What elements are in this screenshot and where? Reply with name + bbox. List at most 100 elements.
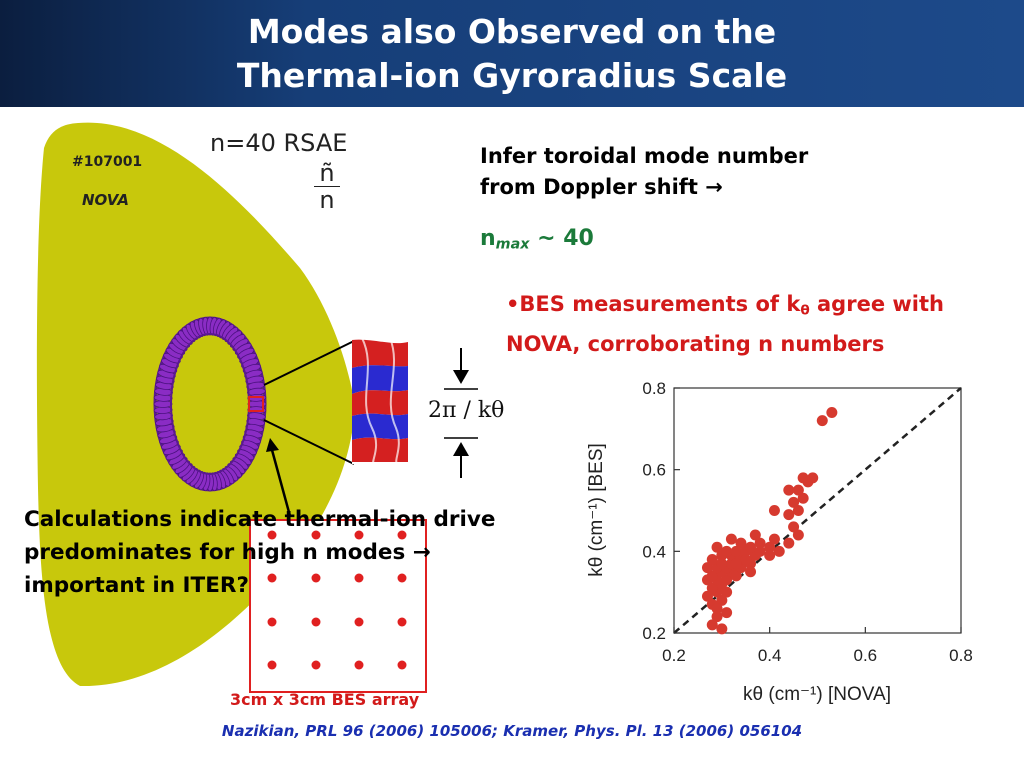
data-point [783, 537, 795, 549]
slide-title: Modes also Observed on the Thermal-ion G… [0, 10, 1024, 98]
citation: Nazikian, PRL 96 (2006) 105006; Kramer, … [221, 722, 803, 740]
data-point [706, 619, 718, 631]
bes-array-caption: 3cm x 3cm BES array [230, 690, 420, 709]
data-point [773, 545, 785, 557]
right-arrow-icon: → [412, 540, 431, 565]
data-point [721, 545, 733, 557]
data-point [768, 533, 780, 545]
infer-text: Infer toroidal mode number from Doppler … [480, 141, 808, 203]
data-point [783, 509, 795, 521]
y-tick-label: 0.2 [642, 624, 666, 643]
data-point [807, 472, 819, 484]
bes-agreement-text: •BES measurements of kθ agree with NOVA,… [506, 287, 944, 361]
data-point [740, 554, 752, 565]
data-point [764, 541, 776, 553]
data-point [716, 623, 728, 635]
data-point [716, 594, 728, 606]
zoom-line-bottom [263, 419, 355, 465]
rsae-mode-ring [153, 316, 267, 492]
data-point [706, 554, 718, 565]
data-point [721, 607, 733, 619]
data-point [788, 496, 800, 508]
data-point [797, 492, 809, 504]
calc-line-1: Calculations indicate thermal-ion drive [24, 507, 496, 532]
y-axis-label: kθ (cm⁻¹) [BES] [586, 443, 607, 577]
data-point [764, 549, 776, 561]
data-point [792, 484, 804, 496]
data-point [711, 611, 723, 623]
bes-channel-dot [311, 573, 321, 583]
bes-array-channels [267, 530, 407, 670]
x-axis-ticks: 0.2 0.4 0.6 0.8 [662, 627, 973, 665]
bes-channel-dot [354, 660, 364, 670]
data-point [826, 407, 838, 418]
bes-channel-dot [397, 573, 407, 583]
wavelength-label: 2π / kθ [428, 398, 505, 423]
bes-line-1a: •BES measurements of k [506, 292, 801, 316]
y-axis-ticks: 0.2 0.4 0.6 0.8 [642, 379, 680, 643]
bes-channel-dot [311, 660, 321, 670]
wavelength-arrows [444, 348, 478, 478]
bes-channel-dot [267, 573, 277, 583]
bes-channel-dot [267, 617, 277, 627]
x-tick-label: 0.4 [758, 646, 782, 665]
title-bar [0, 0, 1024, 107]
bes-line-2: NOVA, corroborating n numbers [506, 332, 885, 357]
bes-channel-dot [311, 530, 321, 540]
data-point [745, 566, 757, 578]
y-tick-label: 0.6 [642, 461, 666, 480]
data-point [735, 537, 747, 549]
bes-channel-dot [354, 530, 364, 540]
infer-line-2: from Doppler shift → [480, 172, 808, 203]
data-point [721, 574, 733, 586]
bes-theta: θ [800, 302, 810, 319]
nmax-subscript: max [495, 236, 530, 253]
bes-line-1: •BES measurements of kθ agree with [506, 287, 944, 327]
bes-channel-dot [267, 530, 277, 540]
calc-line-2: predominates for high n modes → [24, 536, 496, 569]
y-tick-label: 0.8 [642, 379, 666, 398]
calc-line-2-text: predominates for high n modes [24, 540, 406, 565]
nmax-label: nmax ~ 40 [480, 226, 594, 253]
bes-channel-dot [397, 660, 407, 670]
shot-number-label: #107001 [72, 154, 143, 170]
data-point [706, 570, 718, 582]
data-point [730, 570, 742, 582]
data-point [716, 558, 728, 570]
data-point [754, 537, 766, 549]
infer-line-2-text: from Doppler shift [480, 175, 698, 199]
data-point [701, 590, 713, 602]
data-point [754, 545, 766, 557]
mode-structure-zoom [352, 337, 408, 465]
mode-number-label: n=40 RSAE [210, 129, 348, 157]
plasma-figure [36, 122, 478, 693]
pointer-arrow [266, 438, 292, 517]
calc-line-3: important in ITER? [24, 573, 249, 598]
bes-channel-dot [397, 617, 407, 627]
data-point [768, 505, 780, 516]
bes-location-marker [248, 396, 264, 412]
ratio-numerator: ñ [319, 159, 335, 187]
x-tick-label: 0.6 [854, 646, 878, 665]
title-line-1: Modes also Observed on the [247, 12, 777, 51]
bes-channel-dot [267, 660, 277, 670]
data-point [730, 558, 742, 570]
x-tick-label: 0.2 [662, 646, 686, 665]
data-point [711, 603, 723, 614]
nova-code-label: NOVA [82, 191, 129, 209]
nmax-value: ~ 40 [537, 226, 594, 251]
data-point [792, 505, 804, 516]
zoom-line-top [263, 340, 355, 386]
data-point [792, 529, 804, 541]
data-point [745, 541, 757, 553]
data-point [783, 484, 795, 496]
bes-channel-dot [311, 617, 321, 627]
nmax-base: n [480, 226, 496, 251]
data-point [725, 533, 737, 545]
right-arrow-icon: → [705, 175, 723, 199]
ratio-bar [314, 186, 340, 187]
title-line-2: Thermal-ion Gyroradius Scale [236, 56, 788, 95]
y-tick-label: 0.4 [642, 542, 666, 561]
data-point [701, 562, 713, 574]
bes-line-1b: agree with [809, 292, 944, 316]
